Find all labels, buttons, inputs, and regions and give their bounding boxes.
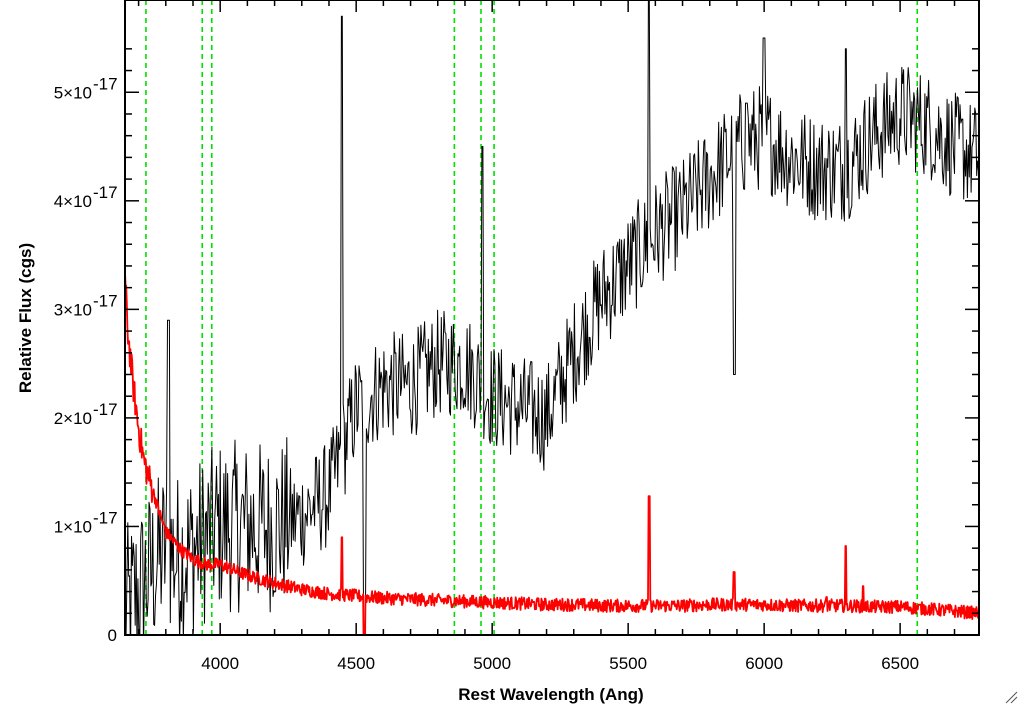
series-line-red bbox=[125, 272, 979, 635]
x-tick-label: 6000 bbox=[745, 654, 783, 673]
x-tick-label: 4000 bbox=[201, 654, 239, 673]
y-tick-exponent: -17 bbox=[93, 508, 118, 527]
x-tick-label: 6500 bbox=[881, 654, 919, 673]
y-tick-exponent: -17 bbox=[93, 291, 118, 310]
y-tick-exponent: -17 bbox=[93, 400, 118, 419]
resize-grip-icon[interactable] bbox=[1004, 690, 1018, 704]
x-axis-label: Rest Wavelength (Ang) bbox=[458, 685, 643, 704]
x-tick-label: 4500 bbox=[337, 654, 375, 673]
reference-lines bbox=[145, 0, 919, 635]
x-axis-ticks bbox=[137, 0, 956, 635]
y-tick-label: 2×10 bbox=[54, 409, 92, 428]
y-tick-label: 3×10 bbox=[54, 300, 92, 319]
y-axis-tick-labels: 01×10 -172×10 -173×10 -174×10 -175×10 -17 bbox=[54, 74, 118, 645]
y-axis-label: Relative Flux (cgs) bbox=[16, 243, 35, 393]
x-tick-label: 5500 bbox=[609, 654, 647, 673]
y-tick-exponent: -17 bbox=[93, 74, 118, 93]
plot-frame bbox=[124, 0, 980, 636]
x-axis-tick-labels: 4000 4500 5000 5500 6000 6500 bbox=[201, 654, 919, 673]
y-tick-exponent: -17 bbox=[93, 183, 118, 202]
y-tick-label: 1×10 bbox=[54, 517, 92, 536]
y-tick-label: 0 bbox=[108, 626, 117, 645]
x-tick-label: 5000 bbox=[473, 654, 511, 673]
series-layer bbox=[125, 0, 979, 635]
y-axis-ticks bbox=[125, 48, 979, 636]
series-line-black bbox=[125, 0, 979, 635]
y-tick-label: 4×10 bbox=[54, 192, 92, 211]
y-tick-label: 5×10 bbox=[54, 83, 92, 102]
